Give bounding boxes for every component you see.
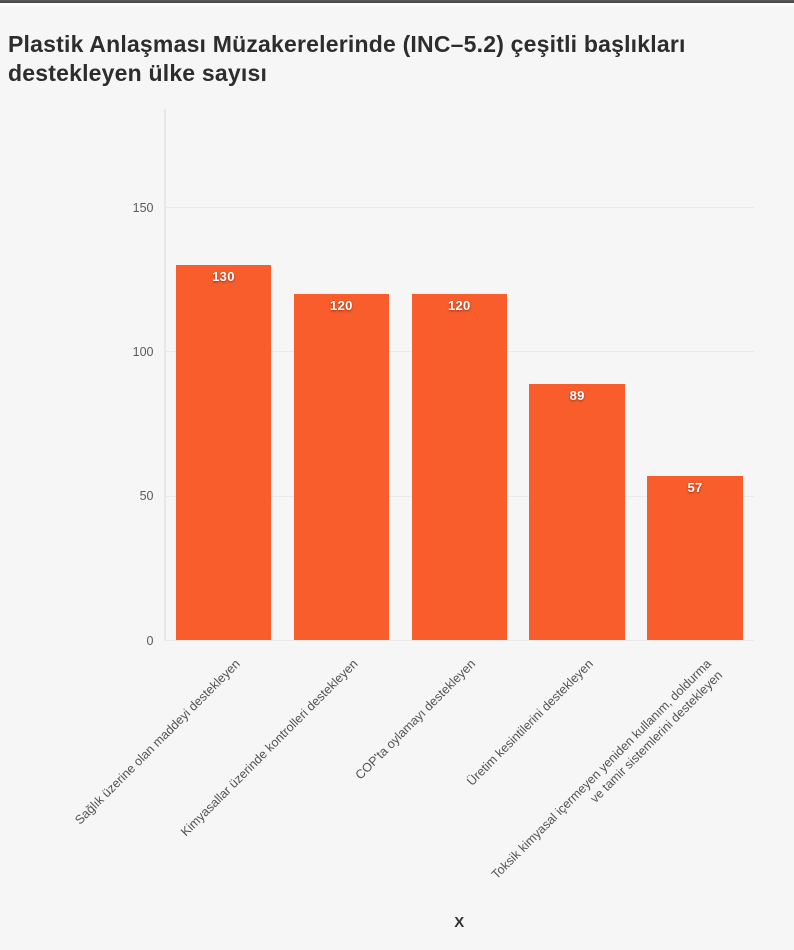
bar-value-label-1: 130 (212, 269, 235, 285)
x-category-label-4-line-1: Üretim kesintilerini destekleyen (464, 656, 597, 788)
x-category-label-5: Toksik kimyasal içermeyen yeniden kullan… (488, 656, 726, 894)
x-category-label-3: COP'ta oylamayı destekleyen (352, 656, 479, 783)
gridline-y-0 (164, 640, 754, 641)
bar-2[interactable]: 120 (293, 294, 390, 641)
x-category-label-5-line-1: Toksik kimyasal içermeyen yeniden kullan… (489, 656, 715, 882)
bar-4[interactable]: 89 (529, 383, 625, 641)
x-category-label-5-line-2: ve tamir sistemlerini destekleyen (587, 667, 726, 806)
y-tick-label-50: 50 (139, 489, 154, 504)
bar-value-label-3: 120 (447, 298, 471, 314)
gridline-y-150 (164, 207, 754, 208)
chart-title-line2: destekleyen ülke sayısı (8, 60, 268, 86)
bar-value-label-4: 89 (569, 387, 585, 403)
x-axis-title: X (454, 914, 465, 931)
bar-3[interactable]: 120 (411, 294, 507, 641)
bar-value-label-2: 120 (330, 298, 353, 314)
top-bar-glow (0, 3, 794, 8)
y-axis-line (163, 109, 166, 641)
x-category-label-4: Üretim kesintilerini destekleyen (464, 656, 597, 789)
bar-5[interactable]: 57 (647, 475, 743, 641)
y-tick-label-150: 150 (132, 200, 154, 215)
x-category-label-3-line-1: COP'ta oylamayı destekleyen (352, 656, 479, 782)
top-window-bar (0, 0, 794, 3)
y-tick-label-0: 0 (146, 633, 154, 648)
bar-value-label-5: 57 (687, 479, 703, 495)
y-tick-label-100: 100 (132, 344, 154, 359)
chart-title: Plastik Anlaşması Müzakerelerinde (INC–5… (8, 30, 748, 88)
chart-title-line1: Plastik Anlaşması Müzakerelerinde (INC–5… (8, 31, 686, 57)
bar-1[interactable]: 130 (175, 265, 272, 641)
